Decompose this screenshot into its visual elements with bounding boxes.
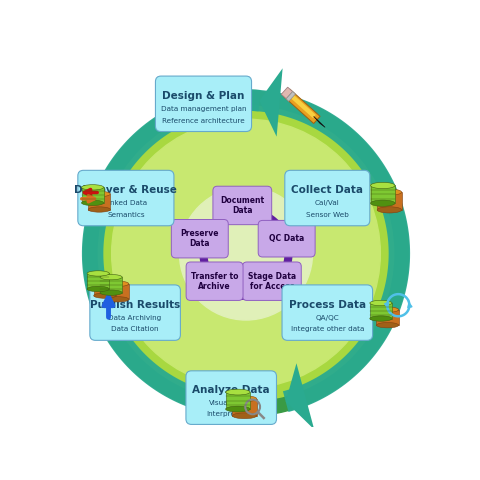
Text: Collect Data: Collect Data (291, 185, 363, 195)
Text: Data: Data (232, 206, 252, 215)
FancyBboxPatch shape (156, 76, 252, 132)
Ellipse shape (82, 185, 104, 190)
Bar (88, 194, 110, 209)
Ellipse shape (226, 389, 250, 395)
Circle shape (98, 106, 394, 401)
Ellipse shape (370, 300, 392, 306)
Text: Integrate other data: Integrate other data (290, 326, 364, 333)
Polygon shape (286, 92, 296, 101)
Bar (226, 392, 250, 409)
Text: Stage Data: Stage Data (248, 272, 296, 280)
Text: Data management plan: Data management plan (161, 106, 246, 112)
Text: Design & Plan: Design & Plan (162, 91, 245, 101)
Text: Linked Data: Linked Data (104, 200, 147, 206)
Polygon shape (217, 89, 410, 412)
Text: Semantics: Semantics (107, 212, 144, 218)
Circle shape (112, 119, 380, 388)
Polygon shape (82, 89, 260, 412)
Ellipse shape (232, 413, 257, 419)
Text: for Access: for Access (250, 282, 294, 291)
Ellipse shape (371, 182, 395, 189)
Circle shape (84, 91, 408, 416)
Polygon shape (199, 207, 293, 300)
Text: Process Data: Process Data (289, 300, 366, 310)
Bar (107, 284, 129, 300)
Ellipse shape (87, 286, 109, 292)
Bar (370, 303, 392, 319)
Polygon shape (281, 87, 293, 99)
Text: Archive: Archive (198, 282, 231, 291)
Polygon shape (193, 229, 215, 247)
Ellipse shape (88, 207, 110, 212)
Circle shape (180, 187, 312, 320)
FancyBboxPatch shape (258, 220, 315, 257)
Ellipse shape (88, 192, 110, 197)
Ellipse shape (377, 189, 402, 195)
Ellipse shape (370, 316, 392, 321)
Ellipse shape (107, 297, 129, 302)
Text: QA/QC: QA/QC (315, 315, 339, 321)
Polygon shape (286, 363, 314, 430)
Text: Document: Document (220, 196, 264, 205)
Bar (232, 399, 257, 416)
Text: Data: Data (190, 240, 210, 248)
Polygon shape (259, 68, 283, 137)
FancyBboxPatch shape (171, 219, 228, 258)
Bar (82, 187, 104, 203)
Bar (376, 310, 399, 325)
Ellipse shape (100, 275, 122, 280)
Bar (87, 274, 109, 289)
Bar (377, 192, 402, 210)
FancyBboxPatch shape (285, 170, 370, 226)
Bar (94, 280, 116, 296)
FancyBboxPatch shape (213, 186, 272, 225)
Polygon shape (313, 116, 325, 127)
FancyBboxPatch shape (186, 371, 276, 424)
Ellipse shape (107, 281, 129, 287)
Ellipse shape (376, 307, 399, 312)
Text: Analyze Data: Analyze Data (192, 385, 270, 395)
Text: Interpretation: Interpretation (206, 411, 256, 417)
Ellipse shape (371, 200, 395, 206)
Text: Data Citation: Data Citation (111, 326, 159, 333)
Text: QC Data: QC Data (269, 234, 304, 243)
FancyBboxPatch shape (282, 285, 372, 340)
Text: Reference architecture: Reference architecture (162, 118, 245, 124)
Ellipse shape (94, 277, 116, 283)
Ellipse shape (226, 406, 250, 412)
Ellipse shape (232, 396, 257, 402)
Text: Publish Results: Publish Results (90, 300, 180, 310)
Polygon shape (284, 89, 320, 123)
Text: Transfer to: Transfer to (191, 272, 239, 280)
FancyBboxPatch shape (242, 262, 301, 300)
FancyBboxPatch shape (90, 285, 180, 340)
Ellipse shape (87, 271, 109, 276)
Text: Sensor Web: Sensor Web (306, 212, 349, 218)
Bar (100, 277, 122, 293)
FancyBboxPatch shape (186, 262, 243, 300)
Ellipse shape (376, 323, 399, 328)
Ellipse shape (100, 290, 122, 295)
Text: Data Archiving: Data Archiving (108, 315, 162, 321)
Text: Discover & Reuse: Discover & Reuse (74, 185, 177, 195)
Polygon shape (288, 93, 316, 118)
Bar (371, 185, 395, 203)
Ellipse shape (94, 293, 116, 298)
FancyBboxPatch shape (78, 170, 174, 226)
Ellipse shape (82, 200, 104, 205)
Text: Cal/Val: Cal/Val (315, 200, 340, 206)
Text: Visualization: Visualization (208, 400, 254, 406)
Text: Preserve: Preserve (180, 229, 219, 238)
Ellipse shape (377, 207, 402, 213)
